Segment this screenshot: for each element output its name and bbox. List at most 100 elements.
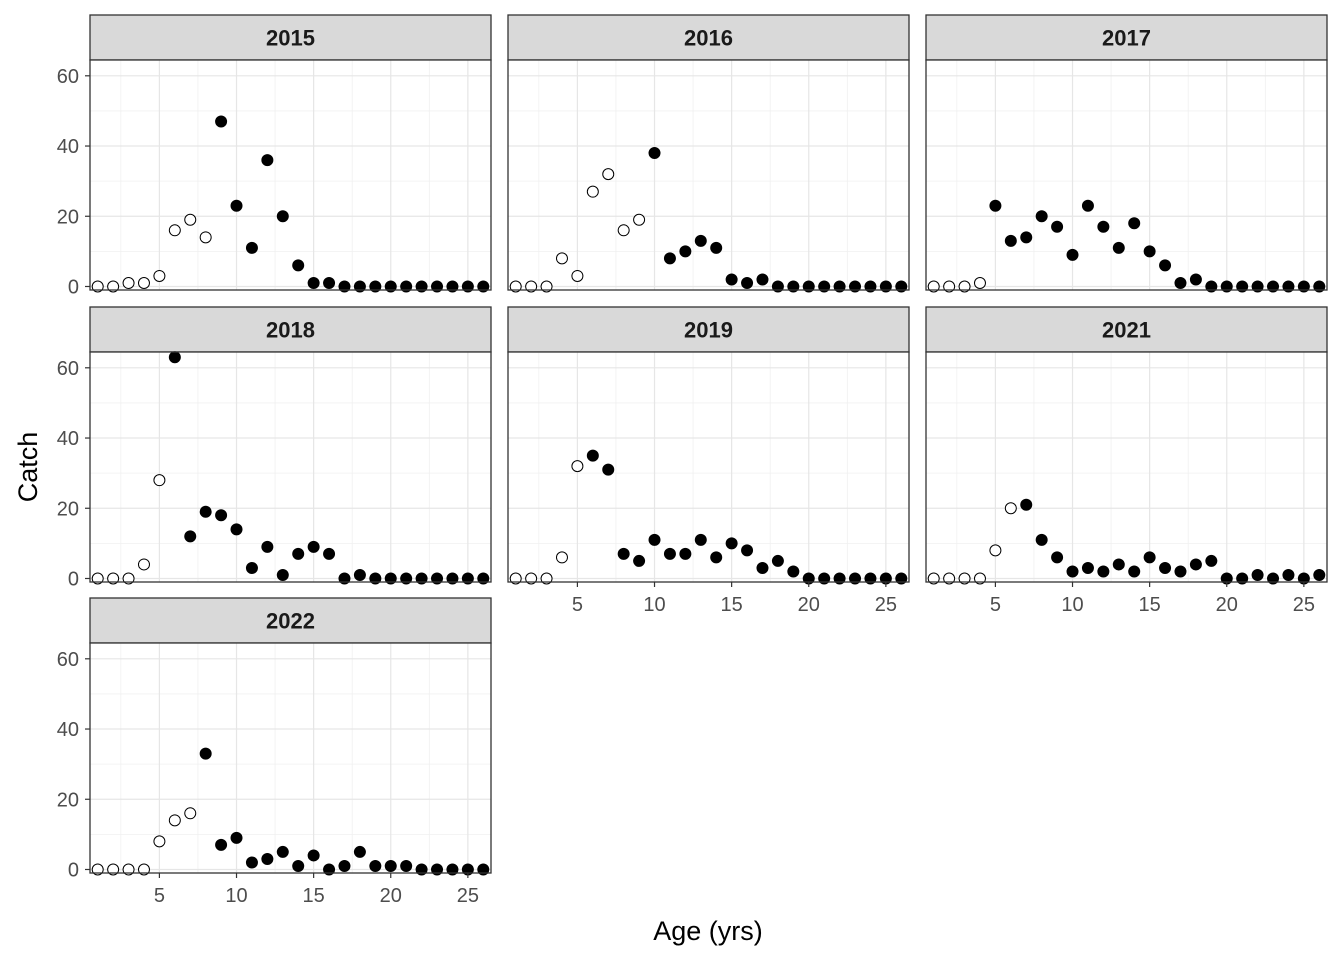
data-point	[927, 572, 940, 585]
data-point	[1143, 551, 1156, 564]
data-point	[1174, 565, 1187, 578]
data-point	[1035, 210, 1048, 223]
data-point	[818, 572, 831, 585]
data-point	[91, 572, 104, 585]
data-point	[725, 273, 738, 286]
data-point	[1112, 558, 1125, 571]
data-point	[741, 276, 754, 289]
y-tick-label: 20	[57, 498, 79, 520]
data-point	[879, 280, 892, 293]
y-tick-label: 60	[57, 649, 79, 671]
data-point	[1051, 551, 1064, 564]
data-point	[292, 859, 305, 872]
data-point	[895, 280, 908, 293]
panel-strip-label: 2018	[266, 318, 315, 343]
data-point	[230, 831, 243, 844]
data-point	[215, 509, 228, 522]
data-point	[431, 572, 444, 585]
data-point	[1297, 280, 1310, 293]
panel-strip	[925, 14, 1328, 61]
data-point	[107, 280, 120, 293]
data-point	[245, 561, 258, 574]
panel-background	[926, 60, 1327, 290]
data-point	[369, 572, 382, 585]
data-point	[107, 572, 120, 585]
y-tick-label: 20	[57, 206, 79, 228]
data-point	[725, 537, 738, 550]
x-tick-label: 10	[225, 885, 247, 907]
panel-strip-label: 2019	[684, 318, 733, 343]
x-tick-label: 25	[1293, 594, 1315, 616]
data-point	[586, 449, 599, 462]
panel-2015: 2015 0 20 40 60	[57, 14, 492, 298]
data-point	[973, 276, 986, 289]
x-tick-label: 20	[380, 885, 402, 907]
data-point	[1004, 502, 1017, 515]
data-point	[1081, 561, 1094, 574]
data-point	[1313, 568, 1326, 581]
data-point	[1051, 220, 1064, 233]
data-point	[323, 863, 336, 876]
data-point	[230, 523, 243, 536]
data-point	[509, 572, 522, 585]
data-point	[1004, 234, 1017, 247]
panel-background	[90, 643, 491, 873]
data-point	[1097, 220, 1110, 233]
data-point	[943, 280, 956, 293]
data-point	[199, 231, 212, 244]
data-point	[292, 259, 305, 272]
data-point	[1035, 533, 1048, 546]
panel-strip-label: 2015	[266, 26, 315, 51]
data-point	[323, 276, 336, 289]
data-point	[122, 863, 135, 876]
data-point	[617, 224, 630, 237]
data-point	[1020, 498, 1033, 511]
panel-border	[89, 642, 492, 874]
data-point	[276, 845, 289, 858]
data-point	[540, 280, 553, 293]
y-tick-label: 40	[57, 719, 79, 741]
data-point	[1236, 572, 1249, 585]
data-point	[307, 540, 320, 553]
y-tick-label: 20	[57, 789, 79, 811]
data-point	[400, 572, 413, 585]
data-point	[276, 210, 289, 223]
panel-background	[508, 352, 909, 582]
data-point	[245, 856, 258, 869]
x-tick-label: 10	[1061, 594, 1083, 616]
panel-background	[90, 60, 491, 290]
data-point	[756, 273, 769, 286]
x-tick-label: 20	[1216, 594, 1238, 616]
data-point	[540, 572, 553, 585]
panel-2017: 2017	[925, 14, 1328, 293]
data-point	[1097, 565, 1110, 578]
x-tick-label: 5	[990, 594, 1001, 616]
data-point	[1143, 245, 1156, 258]
panel-strip	[89, 14, 492, 61]
panel-border	[925, 59, 1328, 291]
data-point	[122, 276, 135, 289]
data-point	[153, 835, 166, 848]
panel-strip-label: 2017	[1102, 26, 1151, 51]
data-point	[633, 213, 646, 226]
data-point	[1066, 565, 1079, 578]
panel-strip-label: 2021	[1102, 318, 1151, 343]
data-point	[602, 463, 615, 476]
data-point	[415, 572, 428, 585]
x-tick-label: 10	[643, 594, 665, 616]
data-point	[648, 533, 661, 546]
panel-2016: 2016	[507, 14, 910, 293]
data-point	[184, 807, 197, 820]
data-point	[1267, 280, 1280, 293]
data-point	[431, 280, 444, 293]
data-point	[663, 252, 676, 265]
data-point	[168, 814, 181, 827]
data-point	[261, 540, 274, 553]
data-point	[477, 280, 490, 293]
x-tick-label: 15	[721, 594, 743, 616]
panel-2021: 2021 5 10 15 20 25	[925, 306, 1328, 616]
data-point	[137, 863, 150, 876]
data-point	[1020, 231, 1033, 244]
data-point	[107, 863, 120, 876]
panel-strip-label: 2022	[266, 609, 315, 634]
